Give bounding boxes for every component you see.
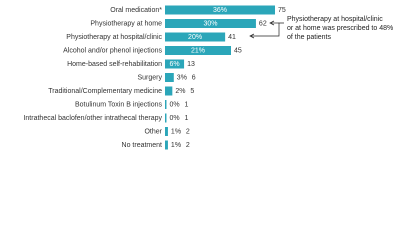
percent-label: 0%: [169, 115, 179, 122]
category-label: Intrathecal baclofen/other intrathecal t…: [23, 115, 162, 122]
category-label: Physiotherapy at home: [90, 20, 162, 27]
bar: [165, 5, 275, 15]
value-label: 2: [186, 128, 190, 135]
value-label: 62: [259, 20, 267, 27]
category-label: No treatment: [122, 142, 163, 149]
bar: [165, 46, 231, 55]
category-label: Alcohol and/or phenol injections: [63, 47, 162, 54]
value-label: 45: [234, 47, 242, 54]
percent-label: 36%: [213, 7, 227, 14]
category-label: Physiotherapy at hospital/clinic: [66, 34, 162, 41]
value-label: 5: [190, 88, 194, 95]
value-label: 41: [228, 34, 236, 41]
percent-label: 1%: [171, 128, 181, 135]
bar: [165, 127, 168, 136]
percent-label: 20%: [188, 34, 202, 41]
bar: [165, 59, 185, 69]
bar: [165, 73, 174, 82]
percent-label: 0%: [169, 101, 179, 108]
category-label: Home-based self-rehabilitation: [67, 61, 162, 68]
value-label: 13: [187, 61, 195, 68]
percent-label: 6%: [169, 61, 179, 68]
category-label: Oral medication*: [110, 7, 162, 14]
annotation-line: of the patients: [287, 34, 331, 41]
bracket: [251, 22, 284, 37]
bar: [165, 113, 167, 123]
percent-label: 21%: [191, 47, 205, 54]
value-label: 6: [192, 74, 196, 81]
percent-label: 1%: [171, 142, 181, 149]
category-label: Traditional/Complementary medicine: [48, 88, 162, 95]
percent-label: 30%: [203, 20, 217, 27]
value-label: 2: [186, 142, 190, 149]
value-label: 1: [184, 101, 188, 108]
arrow-head: [269, 20, 275, 26]
bar: [165, 140, 168, 150]
percent-label: 2%: [175, 88, 185, 95]
category-label: Botulinum Toxin B injections: [75, 101, 163, 108]
value-label: 75: [278, 7, 286, 14]
bar: [165, 100, 167, 109]
annotation-arrows: [249, 20, 284, 39]
percent-label: 3%: [177, 74, 187, 81]
value-label: 1: [184, 115, 188, 122]
annotation-line: or at home was prescribed to 48%: [287, 25, 393, 32]
annotation-line: Physiotherapy at hospital/clinic: [287, 16, 383, 23]
arrow-head: [249, 33, 255, 39]
bar: [165, 32, 226, 42]
category-label: Other: [144, 128, 162, 135]
bar: [165, 19, 256, 28]
category-label: Surgery: [137, 74, 162, 81]
chart: Physiotherapy at hospital/clinic or at h…: [23, 5, 393, 150]
bar: [165, 86, 173, 96]
